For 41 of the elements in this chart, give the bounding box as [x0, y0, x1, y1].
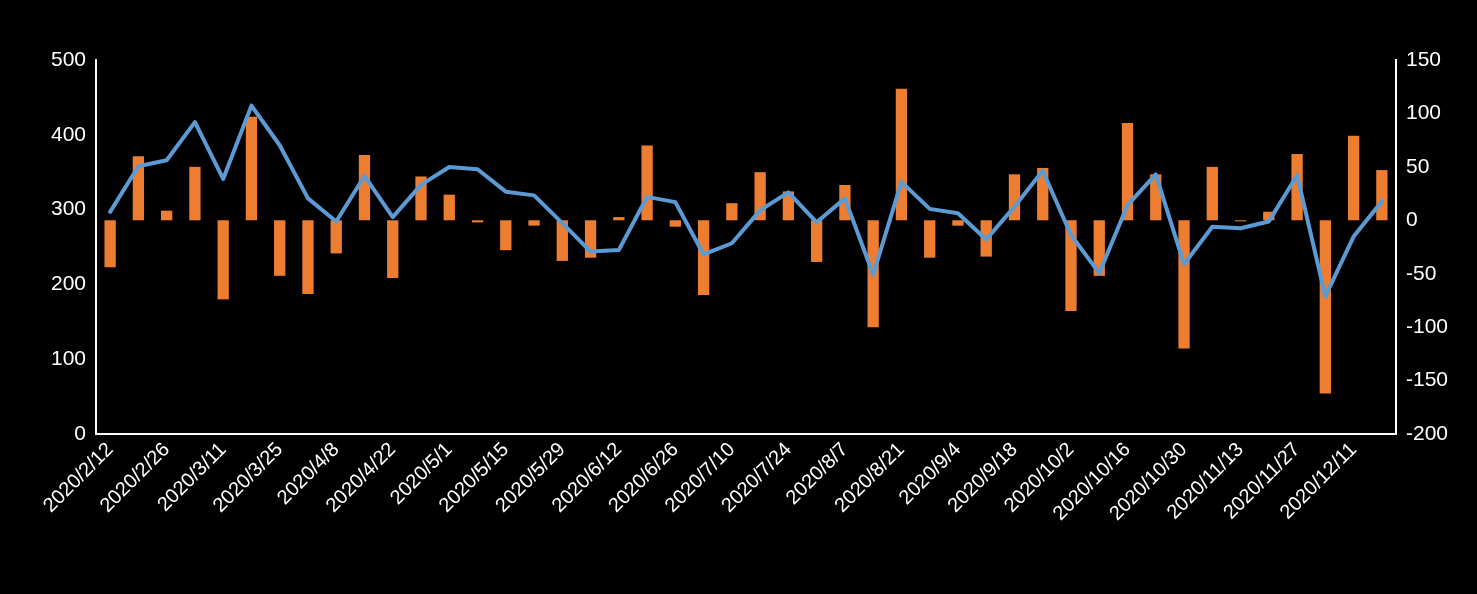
- bar: [641, 145, 653, 221]
- bar: [387, 220, 399, 278]
- bar: [1065, 220, 1077, 312]
- y-tick-label: 400: [50, 121, 86, 145]
- y-tick-label: 100: [50, 346, 86, 369]
- y2-tick-label: 150: [1406, 46, 1442, 70]
- y-tick-label: 200: [50, 271, 86, 295]
- bar: [217, 220, 229, 300]
- y2-tick-label: -150: [1406, 367, 1449, 391]
- bar: [528, 220, 540, 226]
- bar: [1347, 135, 1360, 221]
- bar: [669, 220, 681, 227]
- bar: [443, 194, 455, 221]
- bar: [924, 220, 936, 258]
- bar: [952, 220, 964, 226]
- y-tick-label: 300: [50, 196, 86, 220]
- bar: [613, 217, 625, 221]
- y2-tick-label: 0: [1406, 207, 1418, 231]
- bar: [330, 220, 342, 254]
- y-tick-label: 500: [50, 46, 86, 70]
- bar: [104, 220, 116, 268]
- bar: [302, 220, 314, 295]
- bar: [189, 166, 201, 221]
- y2-tick-label: -100: [1406, 313, 1449, 337]
- y2-tick-label: 50: [1406, 153, 1430, 177]
- bar: [471, 220, 484, 223]
- y-tick-label: 0: [74, 420, 86, 444]
- bar: [500, 220, 512, 251]
- bar: [1376, 170, 1388, 221]
- bar: [726, 203, 738, 221]
- bar: [811, 220, 823, 262]
- bar: [895, 88, 908, 221]
- y2-tick-label: -50: [1406, 260, 1437, 284]
- y2-tick-label: 100: [1406, 100, 1442, 124]
- bar: [1319, 220, 1331, 394]
- bar: [245, 116, 258, 221]
- bar: [161, 210, 173, 221]
- bar: [1178, 220, 1190, 349]
- y2-tick-label: -200: [1406, 420, 1449, 444]
- bar: [274, 220, 286, 276]
- bar: [1206, 166, 1218, 221]
